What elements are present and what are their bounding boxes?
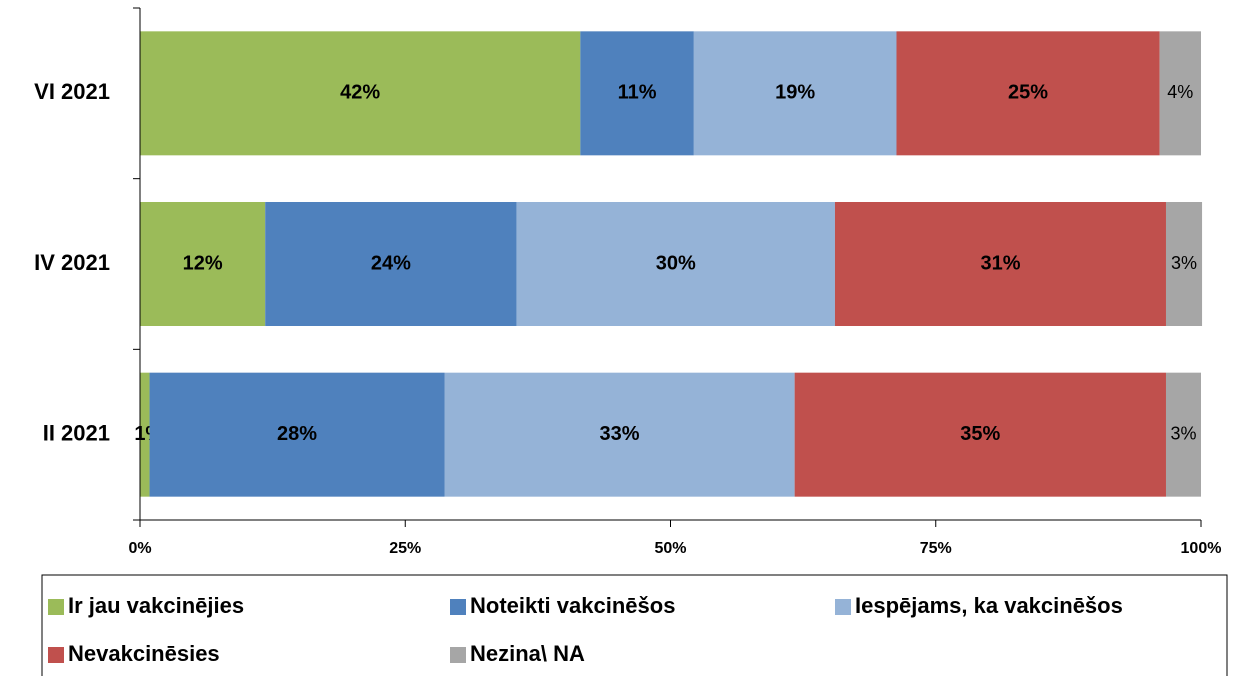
legend-swatch [48, 647, 64, 663]
bar-segment [140, 372, 150, 497]
legend-label: Iespējams, ka vakcinēšos [855, 593, 1123, 618]
legend-label: Ir jau vakcinējies [68, 593, 244, 618]
data-label: 28% [277, 423, 317, 445]
bar-segment [444, 372, 795, 497]
legend-box [41, 574, 1228, 676]
bar-segment [140, 202, 266, 326]
bar-segment [896, 31, 1160, 156]
bar-segment [140, 31, 581, 156]
bar-segment [834, 202, 1166, 326]
bar-segment [516, 202, 835, 326]
legend-swatch [450, 599, 466, 615]
data-label: 12% [183, 252, 223, 274]
bar-segment [1165, 372, 1201, 497]
bar-segment [149, 372, 445, 497]
x-tick-label: 75% [920, 540, 952, 557]
bar-segment [265, 202, 517, 326]
data-label: 30% [656, 252, 696, 274]
data-label: 3% [1170, 423, 1196, 443]
category-label: II 2021 [43, 420, 110, 445]
data-label: 35% [960, 423, 1000, 445]
x-tick-label: 25% [389, 540, 421, 557]
legend-label: Nezina\ NA [470, 641, 585, 666]
data-label: 31% [980, 252, 1020, 274]
data-label: 33% [600, 423, 640, 445]
x-tick-label: 0% [128, 540, 151, 557]
data-label: 3% [1171, 253, 1197, 273]
x-tick-label: 100% [1181, 540, 1222, 557]
bar-segment [794, 372, 1166, 497]
data-label: 11% [618, 82, 657, 104]
legend-label: Nevakcinēsies [68, 641, 220, 666]
bar-segment [693, 31, 897, 156]
data-label: 25% [1008, 82, 1048, 104]
category-label: IV 2021 [34, 250, 110, 275]
x-tick-label: 50% [654, 540, 686, 557]
legend-swatch [835, 599, 851, 615]
legend-swatch [450, 647, 466, 663]
bar-segment [580, 31, 694, 156]
bar-segment [1165, 202, 1203, 326]
data-label: 4% [1167, 82, 1193, 102]
data-label: 42% [340, 82, 380, 104]
data-label: 19% [775, 82, 815, 104]
category-label: VI 2021 [34, 79, 110, 104]
data-label: 24% [371, 252, 411, 274]
legend-swatch [48, 599, 64, 615]
bar-segment [1159, 31, 1201, 156]
legend-label: Noteikti vakcinēšos [470, 593, 675, 618]
